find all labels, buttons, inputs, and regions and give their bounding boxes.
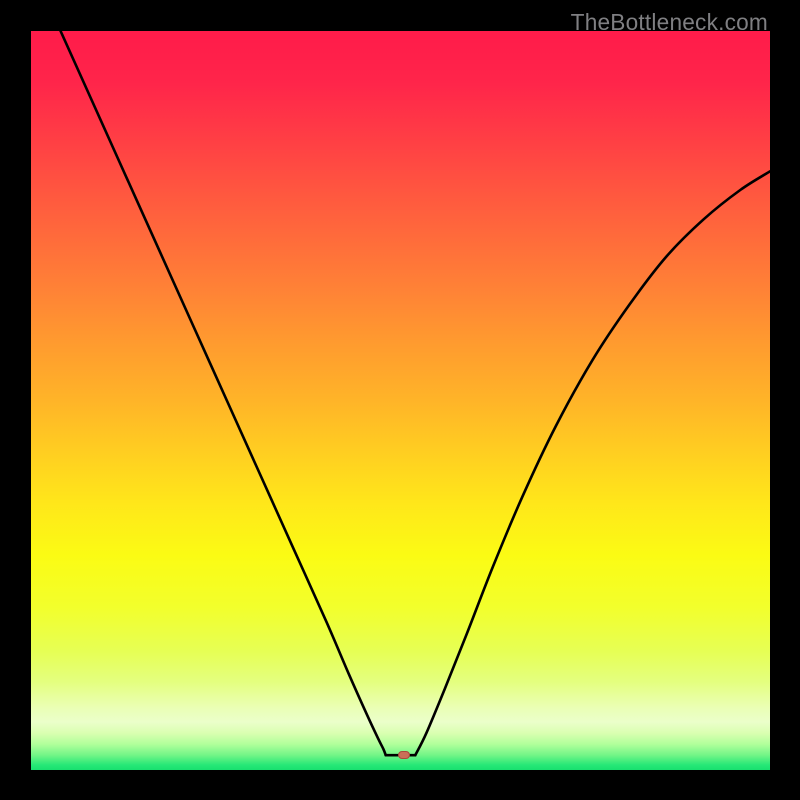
curve-left-branch [61, 31, 386, 755]
watermark-text: TheBottleneck.com [571, 9, 768, 36]
plot-area [31, 31, 770, 770]
plot-svg [31, 31, 770, 770]
chart-canvas: TheBottleneck.com [0, 0, 800, 800]
curve-right-branch [415, 171, 770, 755]
